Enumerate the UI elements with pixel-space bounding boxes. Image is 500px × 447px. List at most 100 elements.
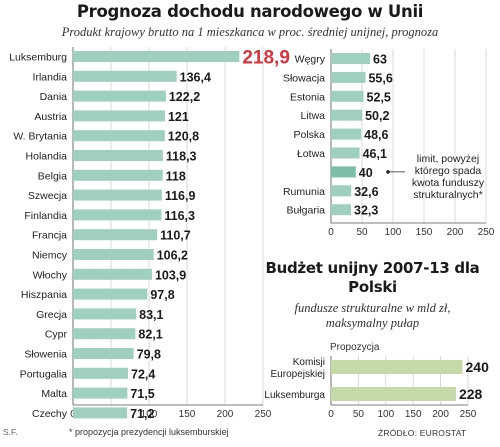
cee-category-label: Słowacja <box>283 72 325 84</box>
main-bar <box>73 189 162 201</box>
main-tick-label: 200 <box>217 409 234 420</box>
cee-tick-label: 250 <box>478 227 495 238</box>
cee-value-label: 55,6 <box>368 71 392 85</box>
main-category-label: Irlandia <box>33 71 68 83</box>
main-bar <box>73 288 148 300</box>
main-category-label: Słowenia <box>24 349 67 361</box>
cee-bar <box>331 109 363 121</box>
main-bar <box>73 249 154 260</box>
main-value-label: 71,5 <box>130 387 154 401</box>
main-category-label: Francja <box>32 230 67 242</box>
budget-value-label: 228 <box>459 386 483 402</box>
main-value-label: 122,2 <box>169 90 200 104</box>
budget-chart-subtitle: fundusze strukturalne w mld zł, maksymal… <box>294 301 451 330</box>
budget-tick-label: 250 <box>460 409 477 420</box>
main-value-label: 118 <box>166 169 186 183</box>
main-bar <box>73 90 166 102</box>
main-value-label: 116,9 <box>165 189 196 203</box>
budget-tick-label: 100 <box>377 409 394 420</box>
chart-subtitle: Produkt krajowy brutto na 1 mieszkanca w… <box>61 25 439 39</box>
main-category-label: Luksemburg <box>9 52 67 64</box>
main-category-label: Szwecja <box>28 190 67 202</box>
main-category-label: Cypr <box>45 329 68 341</box>
cee-category-label: Łotwa <box>297 148 325 160</box>
main-value-label: 83,1 <box>139 308 163 322</box>
main-bar <box>73 387 128 399</box>
budget-group-label: Propozycja <box>330 342 380 353</box>
main-bar <box>73 367 129 379</box>
cee-value-label: 32,6 <box>354 185 378 199</box>
main-value-label: 71,2 <box>130 407 154 421</box>
main-value-label: 97,8 <box>150 288 174 302</box>
budget-tick-label: 200 <box>432 409 449 420</box>
main-category-label: Finlandia <box>24 210 67 222</box>
main-value-label: 118,3 <box>166 150 197 164</box>
cee-value-label: 48,6 <box>364 128 388 142</box>
cee-bar <box>331 128 362 140</box>
main-bar <box>73 328 136 340</box>
cee-category-label: Estonia <box>290 91 325 103</box>
main-bar <box>73 169 163 181</box>
main-category-label: Niemcy <box>32 250 68 262</box>
budget-tick-label: 150 <box>405 409 422 420</box>
main-bar <box>73 110 165 122</box>
main-value-label: 72,4 <box>131 367 155 381</box>
cee-tick-label: 50 <box>356 227 368 238</box>
main-bar <box>73 268 152 280</box>
budget-category-label-line1: Komisji <box>293 357 325 368</box>
cee-category-label: Bułgaria <box>286 205 325 217</box>
main-category-label: Belgia <box>38 170 67 182</box>
cee-category-label: Rumunia <box>283 186 325 198</box>
main-category-label: Czechy <box>32 408 68 420</box>
main-category-label: Holandia <box>26 151 68 163</box>
cee-tick-label: 150 <box>416 227 433 238</box>
main-value-label: 120,8 <box>168 130 199 144</box>
footnote: * propozycja prezydencji luksemburskiej <box>69 427 229 437</box>
main-category-label: Dania <box>40 91 68 103</box>
main-value-label: 82,1 <box>138 328 162 342</box>
cee-tick-label: 0 <box>328 227 334 238</box>
main-bar <box>73 130 165 142</box>
source-note: ŹRÓDŁO: EUROSTAT <box>378 428 467 438</box>
cee-category-label: Litwa <box>300 110 325 122</box>
main-value-label: 106,2 <box>157 249 188 263</box>
cee-category-label: Polska <box>293 129 325 141</box>
main-value-label: 136,4 <box>180 70 211 84</box>
chart-title: Prognoza dochodu narodowego w Unii <box>76 2 424 21</box>
budget-tick-label: 0 <box>328 409 334 420</box>
main-bar <box>73 348 134 359</box>
callout-leader-dot <box>386 170 390 174</box>
cee-value-label: 52,5 <box>367 90 391 104</box>
main-bar <box>73 229 158 241</box>
main-category-label: Malta <box>41 388 67 400</box>
main-bar <box>73 308 137 320</box>
cee-category-label: Węgry <box>295 54 326 66</box>
cee-bar <box>331 204 352 216</box>
budget-tick-label: 50 <box>353 409 365 420</box>
main-bar <box>73 51 240 62</box>
main-bar <box>73 70 177 82</box>
cee-value-label: 46,1 <box>363 147 387 161</box>
main-tick-label: 150 <box>179 409 196 420</box>
cee-bar <box>331 166 356 178</box>
cee-tick-label: 100 <box>385 227 402 238</box>
cee-tick-label: 200 <box>447 227 464 238</box>
cee-bar <box>331 90 364 102</box>
threshold-callout: limit, powyżej którego spada kwota fundu… <box>411 153 485 201</box>
main-bar <box>73 150 163 161</box>
main-category-label: W. Brytania <box>13 131 67 143</box>
main-category-label: Włochy <box>33 269 68 281</box>
cee-bar <box>331 71 366 83</box>
budget-chart-title: Budżet unijny 2007-13 dla Polski <box>265 259 480 296</box>
main-value-label: 79,8 <box>137 348 161 362</box>
main-bar <box>73 209 162 221</box>
cee-value-label: 32,3 <box>354 204 378 218</box>
main-category-label: Grecja <box>36 309 67 321</box>
cee-value-label: 50,2 <box>365 109 389 123</box>
main-value-label: 103,9 <box>155 268 186 282</box>
budget-bar <box>331 387 456 401</box>
main-value-label: 121 <box>168 110 189 124</box>
budget-value-label: 240 <box>466 359 490 375</box>
budget-category-label-line2: Europejskiej <box>271 369 325 380</box>
